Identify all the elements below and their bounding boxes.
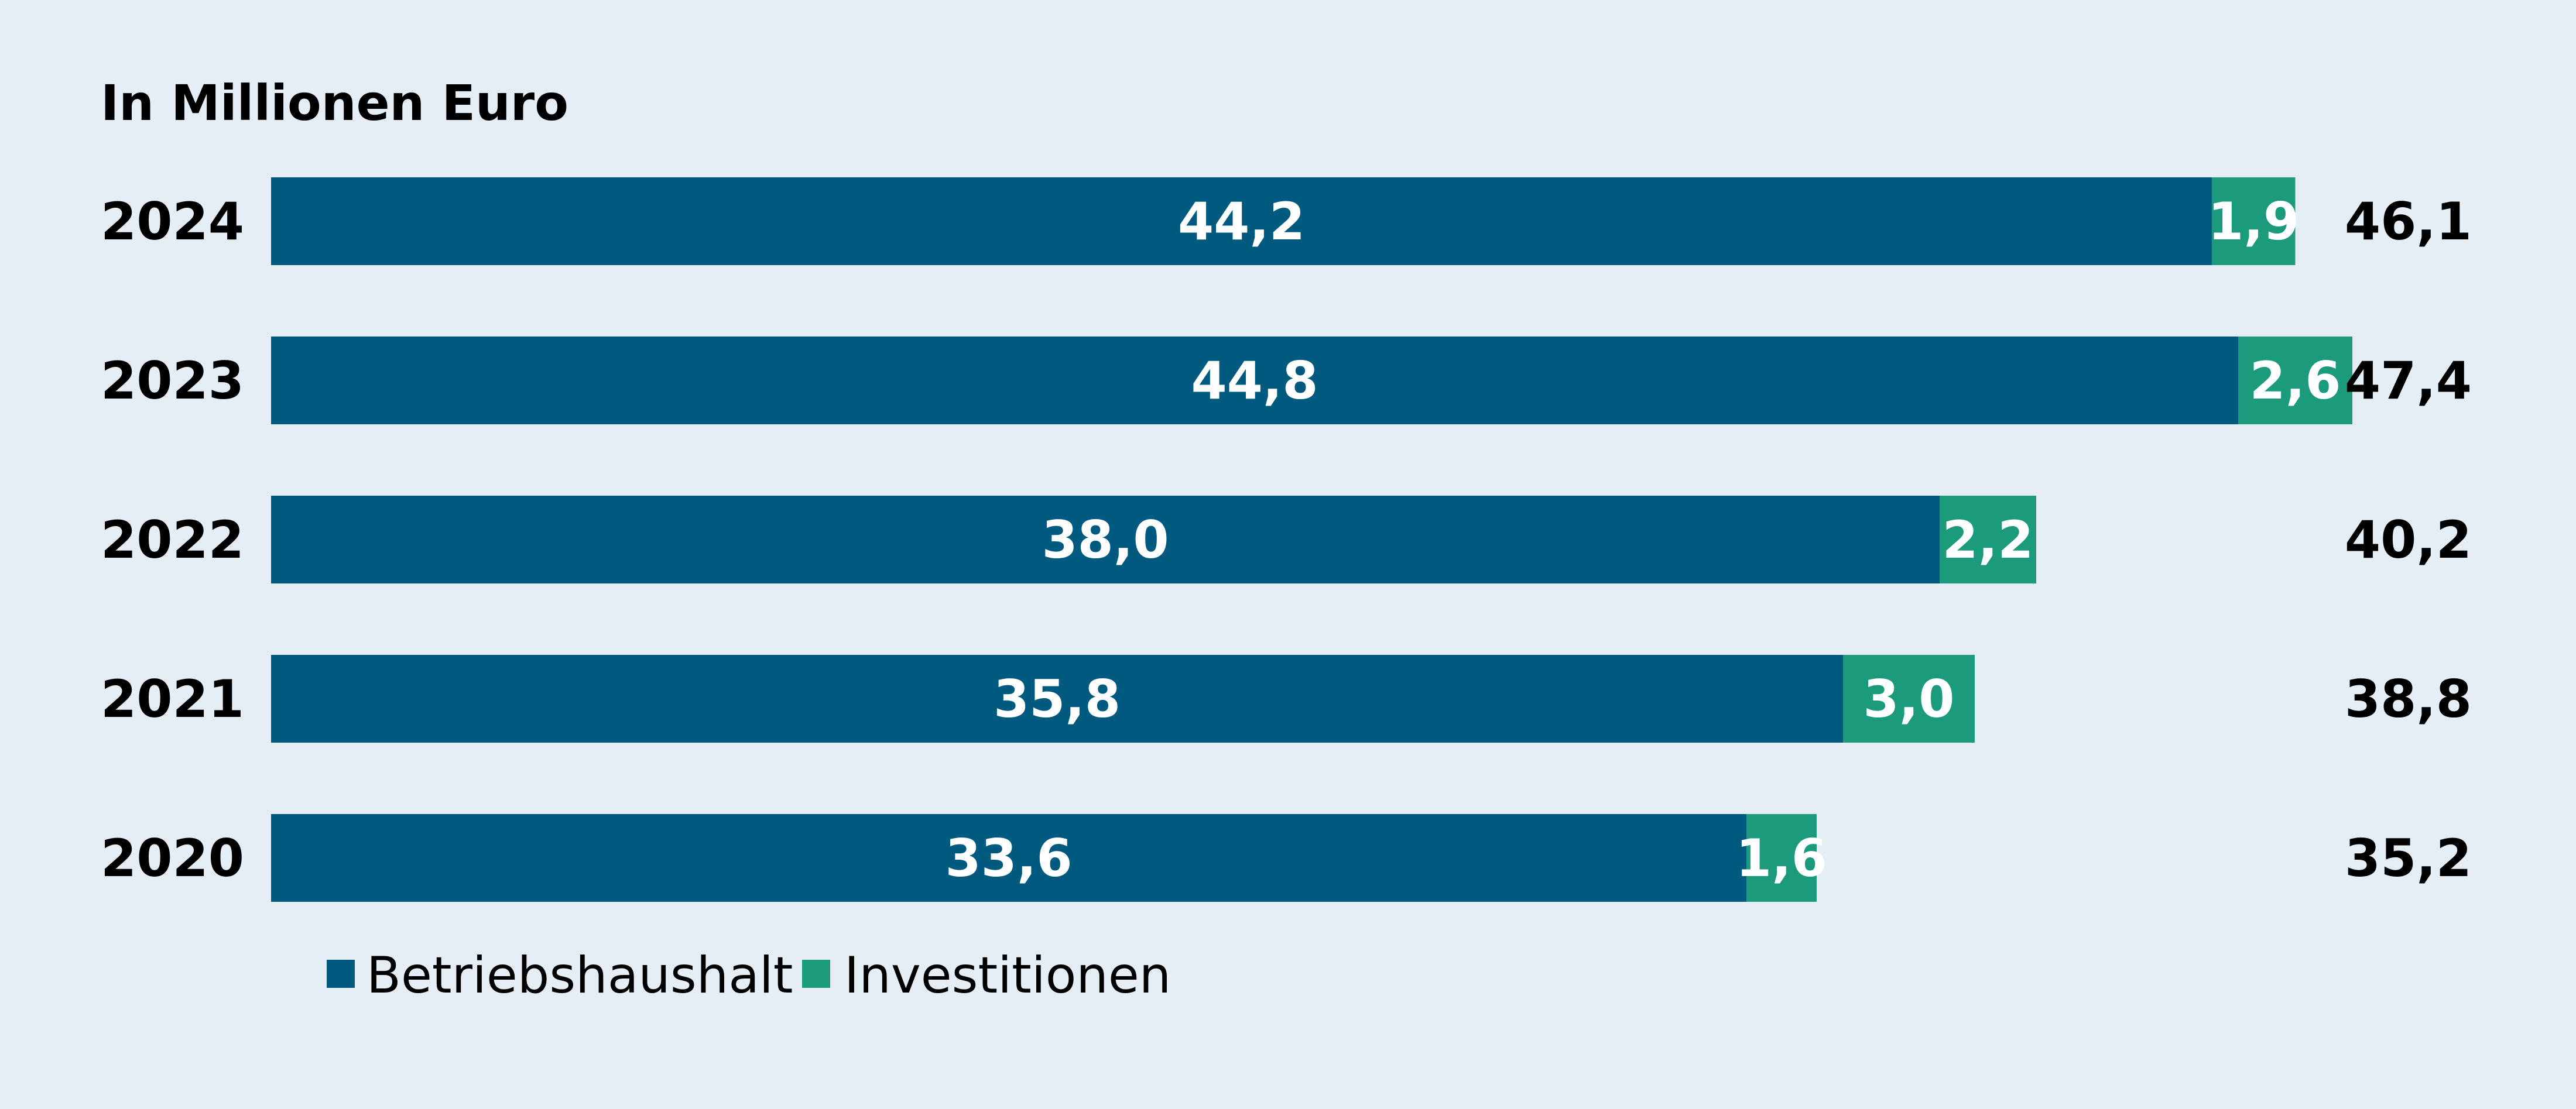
bar-investitionen-2022 [1940,496,2036,583]
total-label-2024: 46,1 [2345,191,2472,252]
bar-investitionen-2021 [1843,655,1975,743]
bar-label-betriebshaushalt-2020: 33,6 [945,828,1072,888]
bar-label-betriebshaushalt-2024: 44,2 [1178,191,1305,252]
bar-label-investitionen-2024: 1,9 [2208,191,2299,252]
bars: 2024 44,2 1,9 46,1 2023 44,8 2,6 47,4 2022 38,0 2,… [101,177,2472,902]
bar-betriebshaushalt-2022 [271,496,1940,583]
bar-label-betriebshaushalt-2023: 44,8 [1191,351,1318,411]
year-label-2020: 2020 [101,828,244,888]
total-label-2020: 35,2 [2345,828,2472,888]
year-label-2021: 2021 [101,669,244,729]
bar-label-investitionen-2020: 1,6 [1736,828,1827,888]
total-label-2021: 38,8 [2345,669,2472,729]
bar-investitionen-2020 [1746,814,1817,902]
bar-betriebshaushalt-2023 [271,337,2238,424]
total-label-2023: 47,4 [2345,351,2472,411]
bar-betriebshaushalt-2024 [271,177,2212,265]
total-label-2022: 40,2 [2345,510,2472,570]
bar-betriebshaushalt-2020 [271,814,1746,902]
bar-betriebshaushalt-2021 [271,655,1843,743]
bar-label-betriebshaushalt-2022: 38,0 [1042,510,1169,570]
legend-swatch-betriebshaushalt [327,960,355,988]
year-label-2023: 2023 [101,351,244,411]
legend: Betriebshaushalt Investitionen [327,946,1171,1005]
bar-label-investitionen-2022: 2,2 [1943,510,2034,570]
legend-swatch-investitionen [802,960,830,988]
bar-label-investitionen-2023: 2,6 [2250,351,2341,411]
chart-title: In Millionen Euro [101,74,568,132]
bar-label-investitionen-2021: 3,0 [1864,669,1955,729]
bar-label-betriebshaushalt-2021: 35,8 [994,669,1121,729]
bar-investitionen-2024 [2212,177,2296,265]
legend-label-betriebshaushalt: Betriebshaushalt [366,946,793,1005]
legend-label-investitionen: Investitionen [844,946,1171,1005]
year-label-2024: 2024 [101,191,244,252]
year-label-2022: 2022 [101,510,244,570]
bar-investitionen-2023 [2238,337,2352,424]
